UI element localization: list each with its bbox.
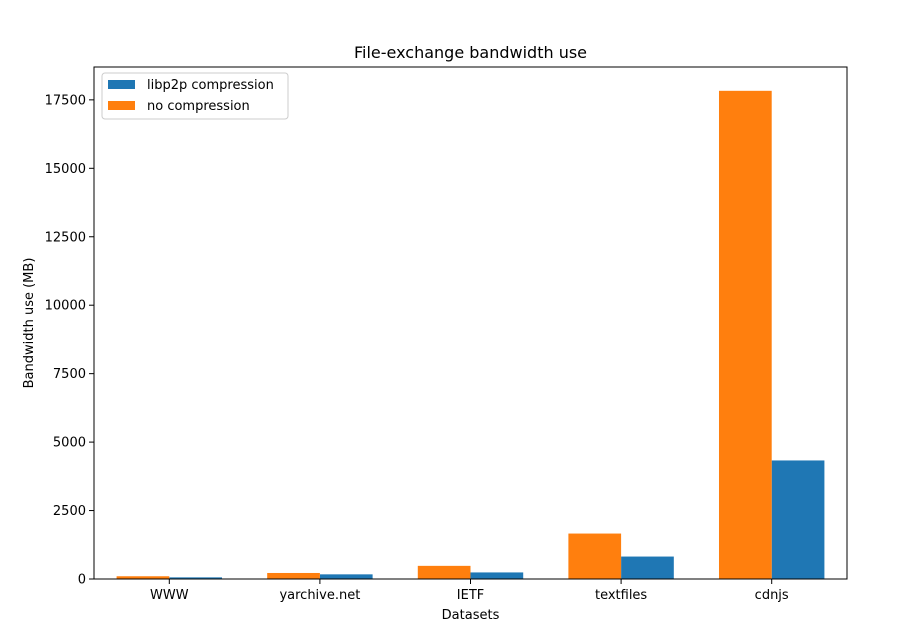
- bar-no-compression-3: [568, 533, 622, 579]
- legend-label-0: libp2p compression: [147, 78, 274, 93]
- x-tick-label-0: WWW: [150, 588, 189, 603]
- bar-libp2p-compression-0: [169, 577, 223, 579]
- bar-no-compression-0: [116, 576, 170, 579]
- y-tick-label-2: 5000: [53, 436, 86, 451]
- x-axis-label: Datasets: [442, 608, 500, 623]
- y-tick-label-4: 10000: [45, 299, 86, 314]
- y-tick-label-6: 15000: [45, 162, 86, 177]
- legend-label-1: no compression: [147, 99, 250, 114]
- bar-no-compression-4: [718, 90, 772, 579]
- x-tick-label-3: textfiles: [595, 588, 647, 603]
- bar-libp2p-compression-3: [621, 556, 674, 579]
- bar-libp2p-compression-1: [319, 574, 373, 579]
- bar-libp2p-compression-2: [470, 572, 524, 579]
- bar-libp2p-compression-4: [771, 460, 825, 579]
- legend-swatch-0: [108, 80, 135, 89]
- x-tick-label-1: yarchive.net: [279, 588, 360, 603]
- legend: libp2p compression no compression: [101, 72, 289, 120]
- y-axis-label: Bandwidth use (MB): [22, 258, 37, 389]
- y-tick-label-5: 12500: [45, 230, 86, 245]
- x-tick-label-4: cdnjs: [755, 588, 789, 603]
- bar-no-compression-1: [267, 572, 320, 579]
- legend-swatch-1: [108, 101, 135, 110]
- y-axis: 0 2500 5000 7500 10000 12500 15000 17500: [45, 93, 94, 588]
- bar-no-compression-2: [417, 565, 471, 579]
- x-tick-label-2: IETF: [457, 588, 484, 603]
- chart-title: File-exchange bandwidth use: [354, 43, 587, 62]
- x-axis: WWW yarchive.net IETF textfiles cdnjs: [150, 579, 789, 603]
- y-tick-label-1: 2500: [53, 504, 86, 519]
- y-tick-label-3: 7500: [53, 367, 86, 382]
- plot-frame: [93, 66, 848, 580]
- y-tick-label-7: 17500: [45, 93, 86, 108]
- legend-box: [101, 72, 289, 120]
- y-tick-label-0: 0: [78, 573, 86, 588]
- bars-group: [116, 90, 825, 579]
